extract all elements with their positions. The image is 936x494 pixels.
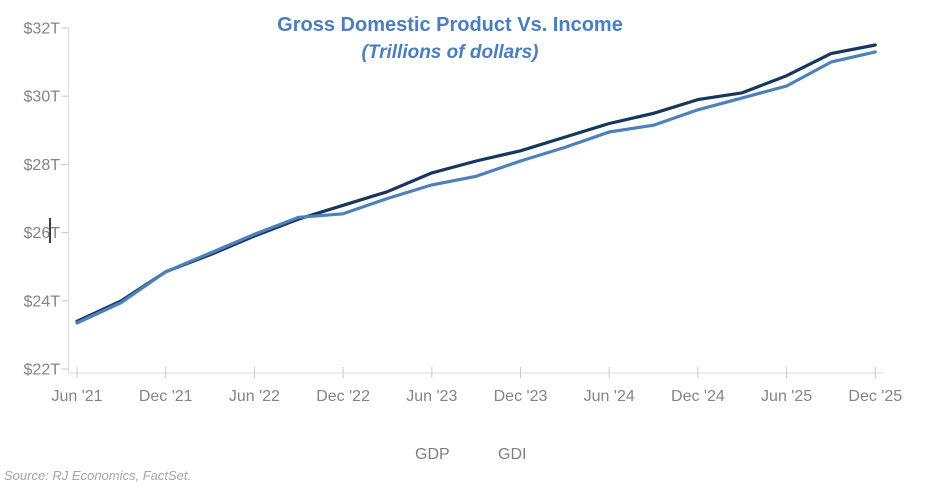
y-tick-label: $28T — [24, 157, 61, 174]
x-tick-label: Dec '24 — [671, 388, 725, 405]
gdp-line — [75, 43, 877, 323]
legend-item-gdi: GDI — [498, 446, 527, 463]
legend-item-gdp: GDP — [415, 446, 450, 463]
chart-title: Gross Domestic Product Vs. Income — [277, 14, 623, 36]
x-tick-label: Dec '23 — [494, 388, 548, 405]
chart-subtitle: (Trillions of dollars) — [361, 42, 539, 63]
x-tick-label: Jun '21 — [51, 388, 102, 405]
y-tick-label: $24T — [24, 293, 61, 310]
y-tick-label: $32T — [24, 21, 61, 38]
text-cursor-artifact — [49, 218, 51, 243]
x-tick-label: Jun '25 — [761, 388, 812, 405]
x-tick-label: Jun '24 — [584, 388, 635, 405]
y-tick-label: $22T — [24, 362, 61, 379]
x-tick-label: Jun '23 — [406, 388, 457, 405]
x-tick-label: Dec '22 — [316, 388, 370, 405]
x-tick-label: Dec '21 — [139, 388, 193, 405]
x-tick-label: Dec '25 — [848, 388, 902, 405]
source-note: Source: RJ Economics, FactSet. — [4, 468, 192, 483]
y-tick-label: $30T — [24, 89, 61, 106]
x-tick-label: Jun '22 — [229, 388, 280, 405]
gdi-line — [75, 50, 877, 325]
y-tick-label: $26T — [24, 225, 61, 242]
